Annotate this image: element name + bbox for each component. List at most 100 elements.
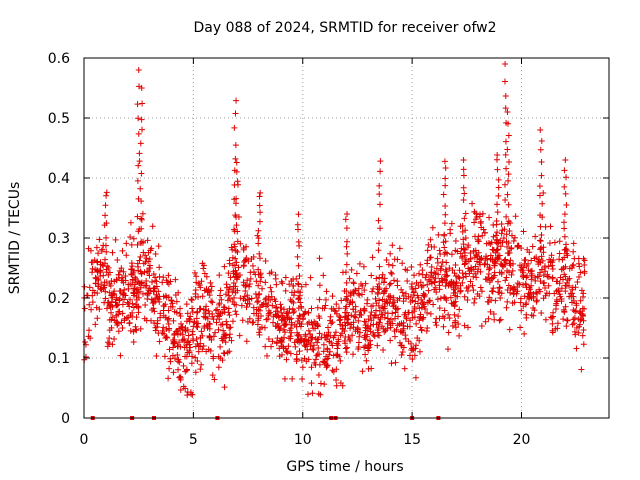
data-point xyxy=(490,247,497,254)
data-point xyxy=(144,237,151,244)
data-point xyxy=(344,211,351,217)
data-point xyxy=(460,245,467,252)
data-point xyxy=(249,262,256,269)
data-point xyxy=(96,236,103,243)
data-point xyxy=(166,365,173,372)
data-point xyxy=(387,280,394,287)
data-point xyxy=(171,308,178,315)
data-point xyxy=(325,329,332,336)
data-point xyxy=(427,278,434,285)
data-point xyxy=(262,343,269,350)
data-point xyxy=(255,306,262,313)
data-point xyxy=(215,353,222,360)
data-point xyxy=(233,195,240,202)
data-point xyxy=(506,260,513,267)
data-point xyxy=(295,238,302,245)
data-point xyxy=(482,318,489,325)
data-point xyxy=(450,279,457,286)
data-point xyxy=(388,270,395,277)
y-tick-label: 0.1 xyxy=(48,351,70,367)
data-point xyxy=(451,270,458,277)
data-point xyxy=(381,328,388,335)
data-point xyxy=(505,171,512,178)
data-point xyxy=(182,385,189,392)
data-point xyxy=(103,189,110,196)
data-point xyxy=(232,267,239,274)
data-point xyxy=(573,345,580,352)
data-point xyxy=(457,288,464,295)
data-point xyxy=(96,306,103,313)
data-point xyxy=(101,279,108,286)
data-point xyxy=(139,100,146,107)
data-point xyxy=(232,155,239,162)
data-point xyxy=(102,256,109,263)
data-point xyxy=(254,321,261,328)
data-point xyxy=(92,280,99,287)
data-point xyxy=(270,313,277,320)
grid xyxy=(84,58,609,418)
data-point xyxy=(86,301,93,308)
data-point xyxy=(244,277,251,284)
data-point xyxy=(282,287,289,294)
data-point xyxy=(333,382,340,389)
data-point xyxy=(322,296,329,303)
data-point xyxy=(286,327,293,334)
data-point xyxy=(256,202,263,209)
data-point xyxy=(302,281,309,288)
data-point xyxy=(501,181,508,188)
x-tick-labels: 0 5 10 15 20 xyxy=(80,432,531,448)
data-point xyxy=(135,162,142,169)
data-point xyxy=(554,278,561,285)
data-point xyxy=(320,341,327,348)
data-point xyxy=(495,252,502,259)
data-point xyxy=(368,309,375,316)
data-point xyxy=(331,307,338,314)
data-point xyxy=(470,287,477,294)
data-point xyxy=(225,289,232,296)
data-point xyxy=(365,316,372,323)
data-point xyxy=(379,304,386,311)
data-point xyxy=(538,266,545,273)
data-point xyxy=(190,337,197,344)
data-point xyxy=(508,232,515,239)
data-point xyxy=(368,303,375,310)
data-point xyxy=(416,348,423,355)
data-point xyxy=(295,280,302,287)
data-point xyxy=(449,322,456,329)
chart-title: Day 088 of 2024, SRMTID for receiver ofw… xyxy=(193,20,496,36)
data-point xyxy=(389,262,396,269)
data-point xyxy=(451,319,458,326)
data-point xyxy=(505,240,512,247)
data-point xyxy=(196,282,203,289)
data-point xyxy=(153,323,160,330)
data-point xyxy=(82,338,89,345)
data-point xyxy=(257,209,264,216)
data-point xyxy=(189,305,196,312)
data-point xyxy=(392,309,399,316)
data-point xyxy=(470,248,477,255)
data-point xyxy=(564,317,571,324)
data-point xyxy=(136,288,143,295)
data-point xyxy=(556,238,563,245)
data-point xyxy=(234,287,241,294)
data-point xyxy=(255,240,262,247)
data-point xyxy=(159,279,166,286)
data-point xyxy=(499,227,506,234)
data-point xyxy=(488,288,495,295)
data-point xyxy=(256,250,263,257)
data-point xyxy=(409,309,416,316)
data-point xyxy=(151,308,158,315)
data-point xyxy=(425,287,432,294)
data-point xyxy=(447,294,454,301)
data-point xyxy=(192,354,199,361)
data-point xyxy=(441,231,448,238)
data-point xyxy=(302,336,309,343)
data-point xyxy=(537,223,544,230)
data-point xyxy=(415,270,422,277)
data-point xyxy=(474,258,481,265)
data-point xyxy=(326,351,333,358)
data-point xyxy=(211,376,218,383)
data-point xyxy=(233,311,240,318)
data-point xyxy=(400,298,407,305)
data-point xyxy=(554,320,561,327)
